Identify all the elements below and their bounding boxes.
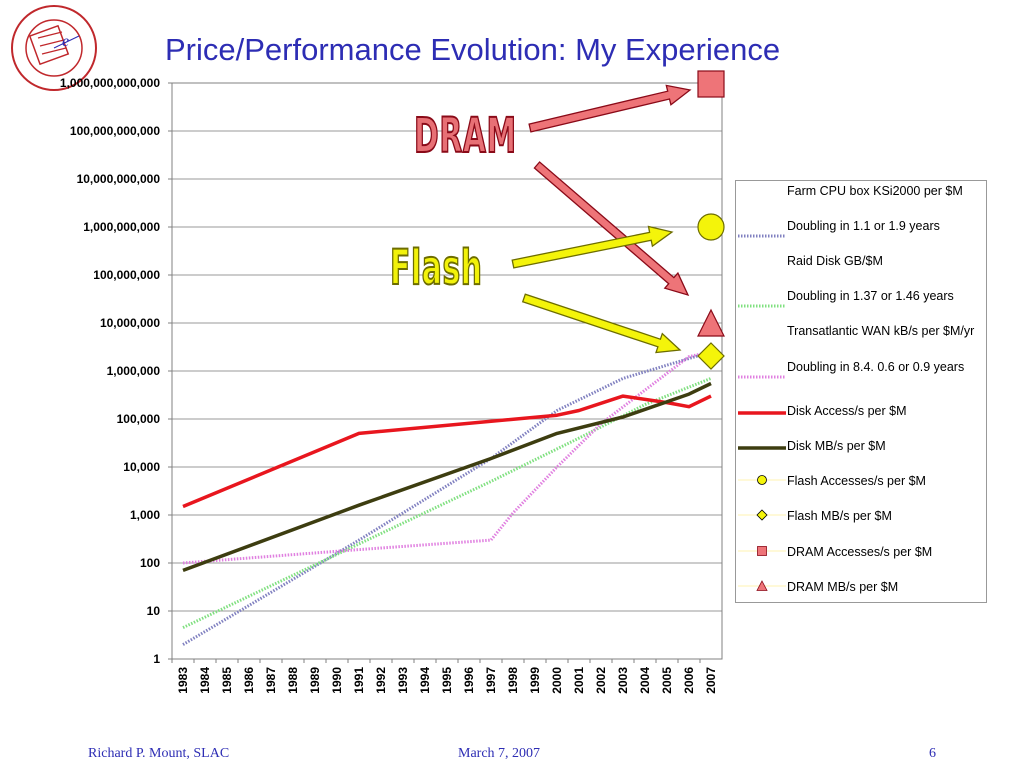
x-tick-label: 2007 xyxy=(704,667,718,694)
x-tick-label: 1999 xyxy=(528,667,542,694)
legend-key xyxy=(738,509,786,521)
legend-key xyxy=(738,253,786,287)
legend-label: Flash Accesses/s per $M xyxy=(787,474,926,488)
x-tick-label: 1990 xyxy=(330,667,344,694)
dram-mbs-marker xyxy=(697,308,725,337)
y-tick-label: 10,000,000 xyxy=(100,316,160,330)
x-tick-label: 1992 xyxy=(374,667,388,694)
series-line-doubling-in-8-4-0-6-or-0-9-years xyxy=(182,350,712,565)
legend-key xyxy=(738,304,786,308)
series-line-disk-access-s-per-m xyxy=(182,394,712,509)
x-tick-label: 2000 xyxy=(550,667,564,694)
flash-mbs-marker xyxy=(697,342,725,370)
legend-key xyxy=(738,580,786,591)
x-tick-label: 2002 xyxy=(594,667,608,694)
gridlines xyxy=(168,82,722,663)
x-tick-label: 1995 xyxy=(440,667,454,694)
series-line-disk-mb-s-per-m xyxy=(182,381,712,573)
x-tick-label: 1996 xyxy=(462,667,476,694)
legend-label: Farm CPU box KSi2000 per $M xyxy=(787,184,963,198)
x-tick-label: 1994 xyxy=(418,667,432,694)
legend-label: Doubling in 1.37 or 1.46 years xyxy=(787,289,954,303)
flash-arrow-to-accesses xyxy=(511,225,674,269)
chart-legend: Farm CPU box KSi2000 per $M Doubling in 1… xyxy=(735,180,987,603)
x-tick-label: 1993 xyxy=(396,667,410,694)
legend-label: Flash MB/s per $M xyxy=(787,509,892,523)
series-line-doubling-in-1-37-or-1-46-years xyxy=(182,377,712,629)
slac-logo: e xyxy=(11,5,97,91)
legend-key xyxy=(738,446,786,450)
y-tick-label: 100 xyxy=(140,556,160,570)
dram-arrow-to-mbs xyxy=(533,161,690,297)
x-tick-label: 1997 xyxy=(484,667,498,694)
legend-label: DRAM Accesses/s per $M xyxy=(787,545,933,559)
x-tick-label: 1985 xyxy=(220,667,234,694)
y-tick-label: 100,000,000,000 xyxy=(70,124,160,138)
x-tick-label: 1998 xyxy=(506,667,520,694)
legend-key xyxy=(738,323,786,357)
legend-label: Disk Access/s per $M xyxy=(787,404,907,418)
legend-key xyxy=(738,183,786,217)
y-tick-label: 1,000 xyxy=(130,508,160,522)
y-tick-label: 1,000,000 xyxy=(107,364,161,378)
legend-key xyxy=(738,411,786,415)
x-tick-label: 1986 xyxy=(242,667,256,694)
y-tick-label: 100,000,000 xyxy=(93,268,160,282)
x-tick-label: 2001 xyxy=(572,667,586,694)
dram-callout: DRAM xyxy=(413,107,517,165)
x-tick-label: 1987 xyxy=(264,667,278,694)
flash-accesses-marker xyxy=(697,213,725,241)
y-tick-label: 100,000 xyxy=(117,412,161,426)
x-tick-label: 1984 xyxy=(198,667,212,694)
x-tick-label: 2004 xyxy=(638,667,652,694)
footer-page-number: 6 xyxy=(929,746,936,761)
legend-key xyxy=(738,546,786,556)
legend-key xyxy=(738,234,786,238)
x-tick-label: 1983 xyxy=(176,667,190,694)
legend-label: Disk MB/s per $M xyxy=(787,439,886,453)
x-tick-label: 1988 xyxy=(286,667,300,694)
x-tick-label: 1991 xyxy=(352,667,366,694)
legend-key-marker xyxy=(757,546,767,556)
legend-label: Doubling in 8.4. 0.6 or 0.9 years xyxy=(787,360,965,374)
legend-label: Raid Disk GB/$M xyxy=(787,254,883,268)
y-tick-label: 1 xyxy=(153,652,160,666)
dram-arrow-to-accesses xyxy=(528,84,692,133)
y-tick-label: 10 xyxy=(147,604,161,618)
series-layer xyxy=(182,350,712,646)
x-tick-labels: 1983 1984 1985 1986 1987 1988 1989 1990 1991 1992… xyxy=(176,667,718,694)
plot-area xyxy=(171,82,723,660)
legend-label: DRAM MB/s per $M xyxy=(787,580,899,594)
legend-key-marker xyxy=(756,509,768,521)
svg-text:e: e xyxy=(62,33,69,50)
x-tick-label: 2006 xyxy=(682,667,696,694)
footer-date: March 7, 2007 xyxy=(458,746,541,761)
y-tick-label: 1,000,000,000,000 xyxy=(60,76,160,90)
y-tick-label: 1,000,000,000 xyxy=(83,220,160,234)
footer-author: Richard P. Mount, SLAC xyxy=(88,746,230,761)
annotation-layer xyxy=(511,70,725,370)
flash-arrow-to-mbs xyxy=(521,293,682,354)
legend-key-marker xyxy=(756,580,768,591)
flash-callout: Flash xyxy=(389,239,483,297)
x-tick-label: 2005 xyxy=(660,667,674,694)
y-tick-label: 10,000 xyxy=(123,460,160,474)
slide-title: Price/Performance Evolution: My Experien… xyxy=(165,32,781,67)
legend-label: Transatlantic WAN kB/s per $M/yr xyxy=(787,324,975,338)
dram-accesses-marker xyxy=(697,70,725,98)
y-tick-label: 10,000,000,000 xyxy=(77,172,161,186)
legend-label: Doubling in 1.1 or 1.9 years xyxy=(787,219,940,233)
x-tick-label: 1989 xyxy=(308,667,322,694)
legend-key-marker xyxy=(757,475,767,485)
y-tick-labels: 1 10 100 1,000 10,000 100,000 1,000,000 10,000,… xyxy=(60,76,160,666)
legend-key xyxy=(738,475,786,485)
legend-key xyxy=(738,375,786,379)
x-tick-label: 2003 xyxy=(616,667,630,694)
